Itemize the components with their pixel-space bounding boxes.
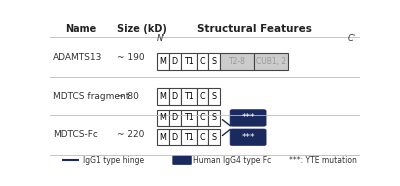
Bar [254, 53, 288, 70]
Bar [157, 88, 169, 105]
Bar [180, 53, 197, 70]
Text: C: C [200, 92, 205, 101]
Text: D: D [172, 92, 178, 101]
Bar [220, 53, 254, 70]
Text: Human IgG4 type Fc: Human IgG4 type Fc [193, 156, 272, 165]
Text: D: D [172, 113, 178, 122]
Text: M: M [160, 57, 166, 66]
Text: ~ 80: ~ 80 [117, 92, 138, 101]
Text: IgG1 type hinge: IgG1 type hinge [82, 156, 144, 165]
Text: M: M [160, 113, 166, 122]
Bar [208, 88, 220, 105]
Text: T1: T1 [184, 92, 194, 101]
Text: ***: YTE mutation: ***: YTE mutation [289, 156, 356, 165]
Text: ~ 190: ~ 190 [117, 53, 144, 62]
Text: T2-8: T2-8 [229, 57, 246, 66]
Text: C: C [200, 113, 205, 122]
Text: Size (kD): Size (kD) [117, 24, 166, 34]
Text: M: M [160, 133, 166, 142]
Text: ***: *** [241, 133, 255, 142]
Text: T1: T1 [184, 133, 194, 142]
Bar [180, 110, 197, 126]
FancyBboxPatch shape [230, 110, 266, 126]
Text: CUB1, 2: CUB1, 2 [256, 57, 286, 66]
Bar [197, 88, 208, 105]
Text: M: M [160, 92, 166, 101]
Text: S: S [212, 57, 217, 66]
Bar [157, 110, 169, 126]
Text: N': N' [157, 34, 166, 43]
Text: D: D [172, 57, 178, 66]
Bar [169, 53, 180, 70]
FancyBboxPatch shape [173, 155, 191, 165]
Bar [169, 88, 180, 105]
Bar [157, 129, 169, 145]
Text: T1: T1 [184, 113, 194, 122]
Text: C': C' [347, 34, 355, 43]
Bar [197, 129, 208, 145]
FancyBboxPatch shape [230, 129, 266, 145]
Text: C: C [200, 57, 205, 66]
Text: Structural Features: Structural Features [197, 24, 312, 34]
Text: ~ 220: ~ 220 [117, 130, 144, 139]
Text: D: D [172, 133, 178, 142]
Text: MDTCS-Fc: MDTCS-Fc [53, 130, 98, 139]
Text: S: S [212, 113, 217, 122]
Bar [180, 129, 197, 145]
Text: ADAMTS13: ADAMTS13 [53, 53, 102, 62]
Text: S: S [212, 133, 217, 142]
Bar [180, 88, 197, 105]
Text: MDTCS fragment: MDTCS fragment [53, 92, 130, 101]
Bar [208, 110, 220, 126]
Bar [208, 129, 220, 145]
Text: Name: Name [66, 24, 97, 34]
Bar [169, 110, 180, 126]
Bar [157, 53, 169, 70]
Text: C: C [200, 133, 205, 142]
Text: S: S [212, 92, 217, 101]
Text: ***: *** [241, 113, 255, 122]
Bar [197, 53, 208, 70]
Bar [208, 53, 220, 70]
Bar [169, 129, 180, 145]
Bar [197, 110, 208, 126]
Text: T1: T1 [184, 57, 194, 66]
